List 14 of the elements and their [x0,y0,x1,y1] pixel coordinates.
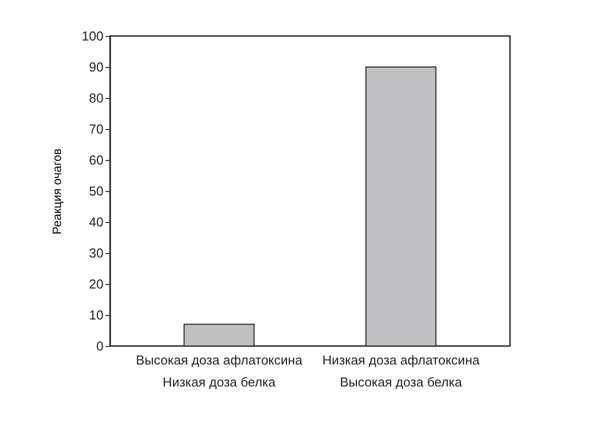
x-tick-label: Высокая доза афлатоксина Низкая доза белка [136,352,304,390]
y-tick-label: 0 [96,338,104,354]
y-axis-title: Реакция очагов [50,148,64,234]
y-tick-label: 80 [89,90,104,106]
y-tick-label: 60 [89,152,104,168]
y-tick-label: 10 [89,308,104,322]
y-tick-label: 40 [89,214,104,230]
x-tick-label: Низкая доза афлатоксина Высокая доза белка [322,352,480,390]
y-tick-label: 100 [82,28,104,44]
y-tick-label: 70 [89,122,104,136]
y-tick-label: 30 [89,246,104,260]
y-tick-label: 20 [89,276,104,292]
y-tick-label: 90 [89,60,104,74]
y-tick-label: 50 [89,184,104,198]
